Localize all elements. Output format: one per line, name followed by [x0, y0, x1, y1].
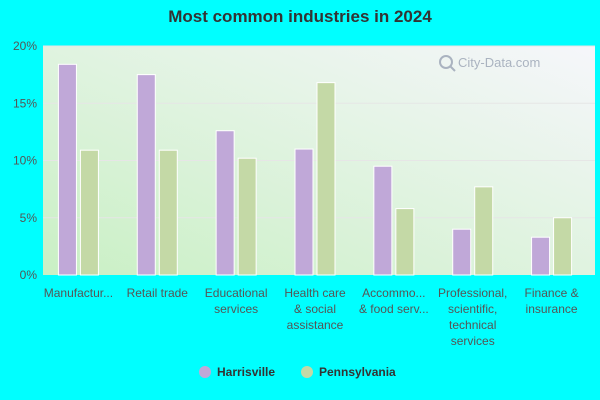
category-label-line: assistance: [287, 318, 344, 332]
y-axis-ticks: 0% 5% 10% 15% 20%: [13, 39, 37, 282]
category-label-line: Finance &: [525, 286, 579, 300]
watermark-magnifier-icon: [439, 55, 453, 69]
bar: [215, 130, 235, 276]
legend-swatch: [199, 366, 211, 378]
bar: [553, 217, 573, 276]
bar: [57, 63, 77, 276]
bar: [395, 208, 415, 276]
category-label-line: Retail trade: [127, 286, 189, 300]
bar: [531, 236, 551, 276]
y-tick-label: 20%: [13, 39, 37, 53]
legend-label: Harrisville: [217, 365, 275, 379]
bar: [79, 149, 99, 276]
category-label-line: Professional,: [438, 286, 507, 300]
bar: [474, 186, 494, 276]
x-axis-labels: Manufactur... Retail trade Educational serv…: [44, 286, 579, 348]
category-label: Professional, scientific, technical service…: [438, 286, 507, 348]
bar: [452, 228, 472, 276]
legend-swatch: [301, 366, 313, 378]
y-tick-label: 5%: [20, 211, 38, 225]
watermark: City-Data.com: [439, 55, 540, 72]
chart-title: Most common industries in 2024: [168, 7, 432, 26]
category-label-line: services: [451, 334, 495, 348]
category-label-line: Manufactur...: [44, 286, 113, 300]
category-label-line: scientific,: [448, 302, 497, 316]
category-label: Health care & social assistance: [284, 286, 346, 332]
category-label-line: Educational: [205, 286, 268, 300]
legend-item: Harrisville: [199, 365, 275, 379]
category-label-line: technical: [449, 318, 496, 332]
legend-item: Pennsylvania: [301, 365, 396, 379]
category-label: Manufactur...: [44, 286, 113, 300]
legend-label: Pennsylvania: [319, 365, 396, 379]
y-tick-label: 15%: [13, 96, 37, 110]
category-label-line: insurance: [526, 302, 578, 316]
category-label-line: & food serv...: [359, 302, 429, 316]
category-label: Accommo... & food serv...: [359, 286, 429, 316]
legend: Harrisville Pennsylvania: [199, 365, 396, 379]
category-label-line: Accommo...: [362, 286, 425, 300]
category-label-line: Health care: [284, 286, 346, 300]
bar: [373, 165, 393, 276]
y-tick-label: 10%: [13, 154, 37, 168]
category-label: Retail trade: [127, 286, 189, 300]
bar: [136, 74, 156, 276]
bar: [294, 148, 314, 276]
category-label: Educational services: [205, 286, 268, 316]
y-tick-label: 0%: [20, 268, 38, 282]
category-label: Finance & insurance: [525, 286, 579, 316]
bar: [316, 82, 336, 276]
watermark-text: City-Data.com: [458, 55, 540, 70]
bar: [237, 157, 257, 276]
category-label-line: & social: [294, 302, 336, 316]
bars: [57, 63, 573, 276]
bar: [158, 149, 178, 276]
category-label-line: services: [214, 302, 258, 316]
